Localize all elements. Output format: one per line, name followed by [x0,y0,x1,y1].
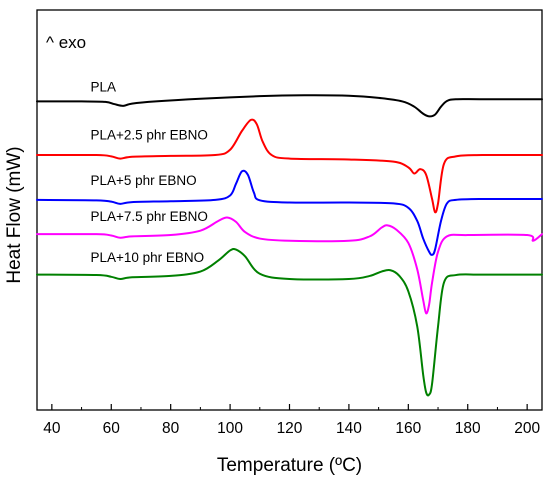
x-tick-label: 40 [43,420,61,437]
series-line-0 [36,94,543,118]
series-layer [36,94,543,397]
x-tick-label: 160 [395,420,421,437]
x-tick-label: 120 [277,420,303,437]
x-tick-label: 180 [455,420,481,437]
exo-annotation: ^ exo [46,33,86,52]
series-line-1 [36,118,543,214]
x-tick-label: 100 [217,420,243,437]
x-tick-label: 140 [336,420,362,437]
series-label: PLA+2.5 phr EBNO [90,128,207,143]
series-label: PLA+7.5 phr EBNO [90,209,207,224]
series-label: PLA+10 phr EBNO [90,250,204,265]
x-tick-label: 60 [103,420,121,437]
series-labels: PLA PLA+2.5 phr EBNO PLA+5 phr EBNO PLA+7.5… [90,79,207,265]
x-tick-label: 80 [162,420,180,437]
x-axis: 40 60 80 100 120 140 160 180 200 [43,404,540,437]
series-line-2 [36,169,543,256]
series-line-4 [36,247,543,397]
y-axis-label: Heat Flow (mW) [4,146,25,283]
x-axis-label: Temperature (ºC) [217,455,362,476]
series-label: PLA [90,79,116,94]
x-tick-label: 200 [514,420,540,437]
series-label: PLA+5 phr EBNO [90,173,196,188]
series-line-3 [36,216,543,315]
